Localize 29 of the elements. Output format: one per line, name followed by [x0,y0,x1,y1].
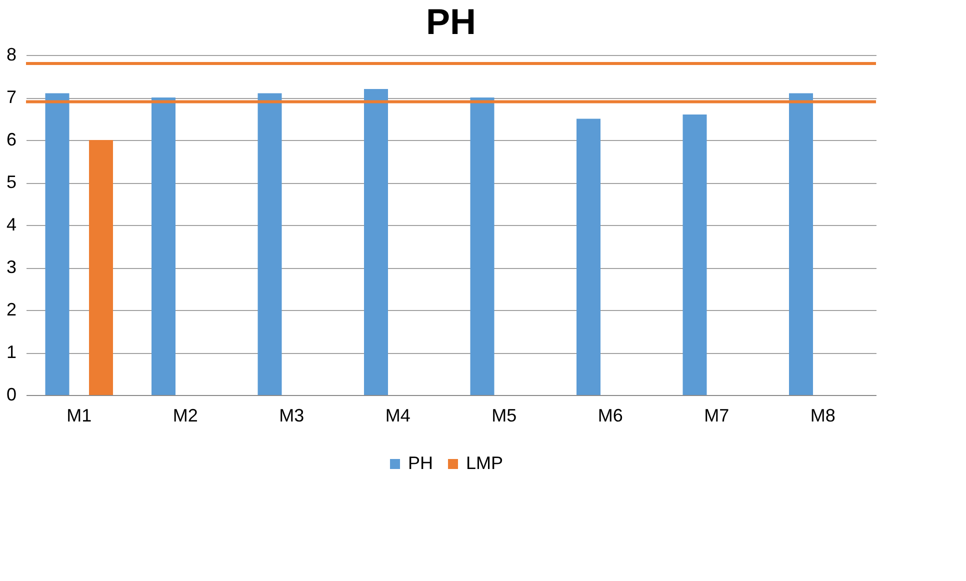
x-tick-label: M7 [704,406,730,426]
y-tick-label: 0 [6,384,16,404]
bar [470,98,494,395]
legend-label: LMP [466,453,504,473]
x-tick-label: M6 [598,406,623,426]
bar [682,114,707,395]
bar [152,98,176,395]
y-tick-label: 2 [6,300,16,320]
x-tick-label: M1 [66,406,92,426]
x-tick-label: M3 [279,406,304,426]
y-tick-label: 3 [6,257,16,277]
y-tick-label: 8 [6,44,16,64]
x-tick-label: M4 [385,406,410,426]
x-tick-label: M8 [810,406,836,426]
bar [364,89,388,395]
bar [89,140,113,395]
y-tick-label: 5 [6,172,16,192]
bar [576,118,600,395]
bar [258,93,282,395]
chart-title: PH [426,1,476,42]
legend-label: PH [408,453,434,473]
y-tick-label: 1 [6,342,16,362]
bar [789,93,813,395]
y-tick-label: 6 [6,130,16,150]
y-tick-label: 4 [6,214,16,234]
bar [45,93,70,395]
x-tick-label: M5 [492,406,517,426]
x-tick-label: M2 [172,406,198,426]
y-tick-label: 7 [6,87,16,107]
